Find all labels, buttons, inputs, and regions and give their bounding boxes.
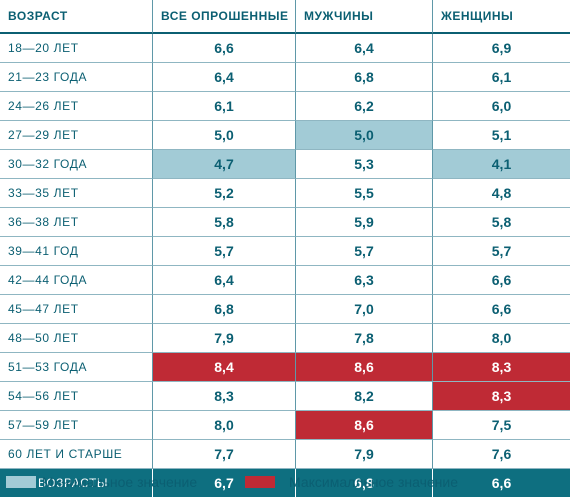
value-cell-women: 4,8 bbox=[433, 179, 570, 208]
value-cell-all: 5,8 bbox=[153, 208, 296, 237]
value-cell-all: 7,9 bbox=[153, 324, 296, 353]
value-cell-all: 8,3 bbox=[153, 382, 296, 411]
header-all: Все опрошенные bbox=[153, 0, 296, 34]
value-cell-men: 5,0 bbox=[296, 121, 433, 150]
header-men: Мужчины bbox=[296, 0, 433, 34]
value-cell-men: 8,6 bbox=[296, 411, 433, 440]
value-cell-women: 8,3 bbox=[433, 382, 570, 411]
legend-min-swatch bbox=[6, 476, 36, 488]
age-cell: 57—59 лет bbox=[0, 411, 153, 440]
age-cell: 45—47 лет bbox=[0, 295, 153, 324]
value-cell-all: 4,7 bbox=[153, 150, 296, 179]
value-cell-all: 6,6 bbox=[153, 34, 296, 63]
value-cell-women: 4,1 bbox=[433, 150, 570, 179]
value-cell-women: 5,1 bbox=[433, 121, 570, 150]
value-cell-all: 7,7 bbox=[153, 440, 296, 469]
value-cell-all: 6,4 bbox=[153, 266, 296, 295]
legend-max-swatch bbox=[245, 476, 275, 488]
age-cell: 18—20 лет bbox=[0, 34, 153, 63]
value-cell-women: 7,6 bbox=[433, 440, 570, 469]
age-cell: 48—50 лет bbox=[0, 324, 153, 353]
age-cell: 60 лет и старше bbox=[0, 440, 153, 469]
age-cell: 30—32 года bbox=[0, 150, 153, 179]
legend-min-label: Минимальное значение bbox=[42, 474, 198, 490]
age-cell: 24—26 лет bbox=[0, 92, 153, 121]
age-cell: 42—44 года bbox=[0, 266, 153, 295]
value-cell-women: 6,1 bbox=[433, 63, 570, 92]
value-cell-men: 6,8 bbox=[296, 63, 433, 92]
age-cell: 27—29 лет bbox=[0, 121, 153, 150]
value-cell-all: 8,4 bbox=[153, 353, 296, 382]
legend-max-label: Максималльное значение bbox=[289, 474, 458, 490]
value-cell-all: 8,0 bbox=[153, 411, 296, 440]
age-cell: 54—56 лет bbox=[0, 382, 153, 411]
value-cell-women: 6,6 bbox=[433, 295, 570, 324]
value-cell-all: 6,1 bbox=[153, 92, 296, 121]
value-cell-all: 5,2 bbox=[153, 179, 296, 208]
value-cell-men: 8,6 bbox=[296, 353, 433, 382]
age-cell: 51—53 года bbox=[0, 353, 153, 382]
header-women: Женщины bbox=[433, 0, 570, 34]
header-age: Возраст bbox=[0, 0, 153, 34]
value-cell-women: 5,7 bbox=[433, 237, 570, 266]
value-cell-women: 6,9 bbox=[433, 34, 570, 63]
value-cell-women: 8,0 bbox=[433, 324, 570, 353]
value-cell-men: 5,7 bbox=[296, 237, 433, 266]
value-cell-women: 6,6 bbox=[433, 266, 570, 295]
value-cell-men: 5,5 bbox=[296, 179, 433, 208]
value-cell-women: 7,5 bbox=[433, 411, 570, 440]
value-cell-all: 6,4 bbox=[153, 63, 296, 92]
value-cell-men: 6,4 bbox=[296, 34, 433, 63]
total-value-men: 6,8 bbox=[296, 469, 433, 497]
value-cell-all: 5,0 bbox=[153, 121, 296, 150]
value-cell-men: 6,2 bbox=[296, 92, 433, 121]
age-cell: 21—23 года bbox=[0, 63, 153, 92]
legend: Минимальное значение Максималльное значе… bbox=[0, 470, 570, 494]
age-cell: 33—35 лет bbox=[0, 179, 153, 208]
total-value-women: 6,6 bbox=[433, 469, 570, 497]
value-cell-women: 8,3 bbox=[433, 353, 570, 382]
value-cell-men: 5,9 bbox=[296, 208, 433, 237]
value-cell-men: 5,3 bbox=[296, 150, 433, 179]
value-cell-men: 8,2 bbox=[296, 382, 433, 411]
value-cell-women: 5,8 bbox=[433, 208, 570, 237]
age-cell: 39—41 год bbox=[0, 237, 153, 266]
age-cell: 36—38 лет bbox=[0, 208, 153, 237]
total-value-all: 6,7 bbox=[153, 469, 296, 497]
value-cell-women: 6,0 bbox=[433, 92, 570, 121]
value-cell-men: 7,0 bbox=[296, 295, 433, 324]
value-cell-men: 7,8 bbox=[296, 324, 433, 353]
value-cell-all: 6,8 bbox=[153, 295, 296, 324]
value-cell-men: 7,9 bbox=[296, 440, 433, 469]
value-cell-men: 6,3 bbox=[296, 266, 433, 295]
value-cell-all: 5,7 bbox=[153, 237, 296, 266]
